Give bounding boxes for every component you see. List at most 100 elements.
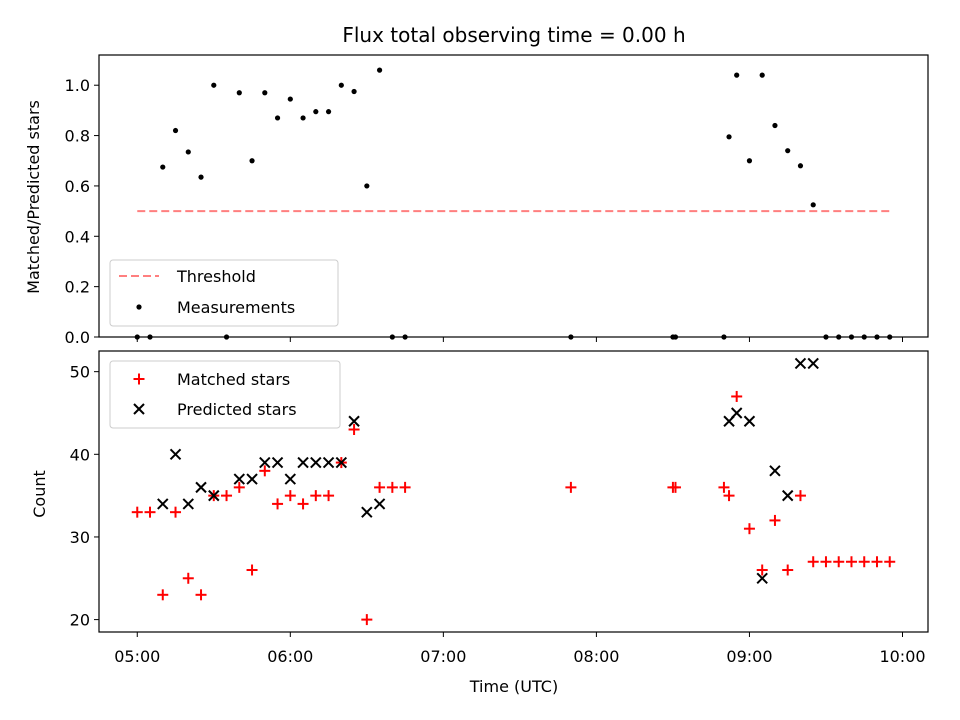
matched-stars-legend-marker xyxy=(133,373,145,385)
predicted-star-point xyxy=(794,357,807,370)
measurement-point xyxy=(185,149,191,155)
ratio-panel: Flux total observing time = 0.00 h Match… xyxy=(24,23,929,347)
measurement-point xyxy=(734,72,740,78)
matched-star-point xyxy=(297,498,309,510)
count-y-tick-label: 40 xyxy=(70,445,90,464)
ratio-y-tick-label: 0.2 xyxy=(65,278,90,297)
ratio-y-axis-label: Matched/Predicted stars xyxy=(24,100,43,294)
predicted-star-point xyxy=(259,456,271,469)
predicted-stars-legend-glyph xyxy=(133,403,145,415)
predicted-star-point xyxy=(169,448,182,461)
count-axes-frame xyxy=(98,350,929,633)
measurement-point xyxy=(797,163,804,169)
matched-star-point xyxy=(807,556,819,568)
predicted-star-point xyxy=(730,407,743,419)
count-y-tick-label: 20 xyxy=(70,611,90,630)
predicted-star-point xyxy=(322,456,335,469)
predicted-star-point xyxy=(335,456,348,469)
matched-star-point xyxy=(259,465,271,477)
predicted-star-point xyxy=(271,456,284,469)
ratio-axes: 0.0 0.2 0.4 0.6 0.8 1.0 xyxy=(65,54,929,347)
matched-star-point xyxy=(669,481,681,493)
matched-star-point xyxy=(756,564,768,576)
predicted-star-point xyxy=(807,357,819,370)
matched-star-point xyxy=(743,523,755,535)
matched-stars-legend-label: Matched stars xyxy=(177,370,290,389)
matched-star-point xyxy=(272,498,284,510)
matched-star-point xyxy=(386,481,398,493)
count-y-tick-label: 50 xyxy=(70,363,90,382)
matched-star-point xyxy=(565,481,577,493)
measurement-point xyxy=(236,90,242,96)
matched-star-point xyxy=(221,490,233,502)
measurement-point xyxy=(287,96,293,102)
predicted-star-point xyxy=(233,473,245,485)
count-plot-area xyxy=(131,357,896,626)
matched-star-point xyxy=(374,481,386,493)
predicted-star-point xyxy=(348,415,360,427)
matched-star-point xyxy=(820,556,832,568)
ratio-y-tick-label: 1.0 xyxy=(65,76,90,95)
matched-star-point xyxy=(871,556,883,568)
ratio-y-tick-label: 0.4 xyxy=(65,227,90,246)
matched-star-point xyxy=(782,564,794,576)
predicted-stars-legend-label: Predicted stars xyxy=(177,400,297,419)
count-axes: 20 30 40 50 05:00 06:00 07:00 08:00 09:00 10:00 xyxy=(70,350,929,666)
matched-star-point xyxy=(144,506,156,518)
measurement-point xyxy=(249,158,255,164)
predicted-star-point xyxy=(361,506,373,518)
measurement-point xyxy=(274,115,281,121)
predicted-star-point xyxy=(182,498,194,510)
predicted-star-point xyxy=(246,473,258,485)
measurements-legend-label: Measurements xyxy=(177,298,295,317)
matched-star-point xyxy=(348,424,360,436)
ratio-legend-box xyxy=(109,259,339,327)
count-x-tick-label: 10:00 xyxy=(879,647,925,666)
measurement-point xyxy=(376,67,383,73)
predicted-star-point xyxy=(208,489,220,502)
matched-star-point xyxy=(182,572,194,584)
count-x-tick-label: 09:00 xyxy=(726,647,772,666)
measurement-point xyxy=(338,82,344,88)
matched-star-point xyxy=(723,490,735,502)
matched-star-point xyxy=(833,556,845,568)
count-x-tick-label: 06:00 xyxy=(267,647,313,666)
predicted-star-point xyxy=(157,498,169,510)
matched-star-point xyxy=(884,556,896,568)
predicted-star-point xyxy=(195,481,207,494)
count-panel: Count Time (UTC) 20 30 40 50 05:00 06:00 07:00… xyxy=(30,350,929,696)
matched-star-point xyxy=(233,481,245,493)
matched-star-point xyxy=(858,556,870,568)
matched-stars-legend-glyph xyxy=(133,373,145,385)
chart-title: Flux total observing time = 0.00 h xyxy=(342,23,685,47)
measurement-point xyxy=(772,122,778,129)
matched-star-point xyxy=(131,506,143,518)
measurement-point xyxy=(198,174,204,180)
matched-star-point xyxy=(794,490,806,502)
measurement-point xyxy=(172,127,179,134)
matched-star-point xyxy=(399,481,411,493)
measurement-point xyxy=(810,202,816,208)
matched-star-point xyxy=(718,481,730,493)
threshold-legend-label: Threshold xyxy=(176,267,256,286)
count-y-axis-label: Count xyxy=(30,470,49,518)
matched-star-point xyxy=(769,514,781,526)
matched-star-point xyxy=(284,490,296,502)
measurement-point xyxy=(726,134,732,140)
measurement-point xyxy=(746,158,753,164)
matched-star-point xyxy=(170,506,182,518)
measurement-point xyxy=(785,148,791,154)
predicted-star-point xyxy=(297,456,309,469)
measurement-point xyxy=(351,88,357,95)
measurement-point xyxy=(759,72,765,78)
measurement-point xyxy=(160,164,166,170)
count-x-tick-label: 05:00 xyxy=(114,647,160,666)
predicted-star-point xyxy=(743,415,756,427)
matched-star-point xyxy=(361,614,373,626)
measurement-point xyxy=(211,82,217,88)
count-legend-box xyxy=(109,360,341,429)
predicted-star-point xyxy=(756,572,768,584)
measurement-point xyxy=(262,90,268,96)
